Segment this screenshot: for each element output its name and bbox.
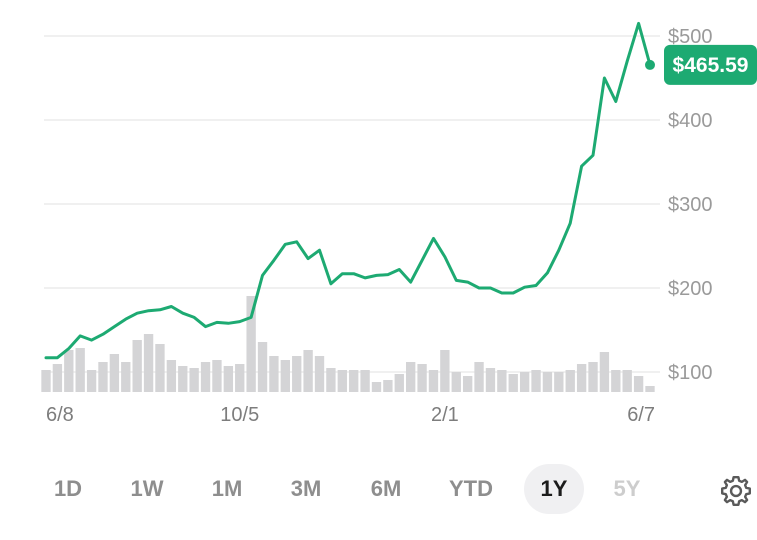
volume-bar	[166, 360, 177, 392]
volume-bar	[337, 370, 347, 392]
range-button-ytd[interactable]: YTD	[437, 464, 505, 514]
volume-bar	[41, 370, 51, 392]
volume-bar	[64, 350, 74, 392]
range-button-1m[interactable]: 1M	[197, 464, 257, 514]
volume-bar	[542, 372, 553, 392]
volume-bar	[155, 344, 165, 392]
range-button-3m[interactable]: 3M	[276, 464, 336, 514]
current-price-label: $465.59	[673, 54, 749, 77]
volume-bar	[257, 342, 268, 392]
volume-bar	[360, 370, 370, 392]
volume-bar	[588, 362, 598, 392]
volume-bar	[508, 374, 518, 392]
x-axis-label: 2/1	[431, 404, 459, 426]
range-button-1y[interactable]: 1Y	[524, 464, 584, 514]
volume-bar	[645, 386, 655, 392]
x-axis-labels: 6/8 10/5 2/1 6/7	[46, 404, 655, 426]
volume-bar	[371, 382, 382, 392]
price-line	[44, 21, 652, 360]
volume-bar	[406, 362, 416, 392]
range-button-6m[interactable]: 6M	[356, 464, 416, 514]
y-axis-label: $500	[668, 26, 713, 48]
volume-bar	[417, 364, 427, 392]
volume-bar	[246, 296, 256, 392]
volume-bar	[280, 360, 290, 392]
volume-bar	[599, 352, 610, 392]
gear-icon	[721, 476, 751, 506]
settings-button[interactable]	[718, 473, 754, 509]
volume-bar	[394, 374, 404, 392]
volume-bar	[531, 370, 541, 392]
range-button-1w[interactable]: 1W	[117, 464, 177, 514]
grid-lines	[44, 35, 660, 373]
range-button-1d[interactable]: 1D	[38, 464, 98, 514]
volume-bar	[349, 370, 359, 392]
volume-bar	[235, 364, 245, 392]
volume-bar	[326, 368, 336, 392]
range-button-5y[interactable]: 5Y	[597, 464, 657, 514]
volume-bar	[292, 356, 302, 392]
volume-bar	[109, 354, 120, 392]
volume-bar	[314, 356, 325, 392]
volume-bar	[451, 372, 461, 392]
volume-bar	[52, 364, 63, 392]
current-price-tag: $465.59	[664, 44, 757, 85]
volume-bar	[554, 372, 564, 392]
volume-bar	[269, 356, 279, 392]
volume-bars	[41, 296, 655, 392]
volume-bar	[622, 370, 632, 392]
volume-bar	[383, 380, 393, 392]
volume-bar	[303, 350, 313, 392]
volume-bar	[132, 340, 142, 392]
y-axis-label: $300	[668, 194, 713, 216]
volume-bar	[143, 334, 154, 392]
volume-bar	[200, 362, 211, 392]
volume-bar	[98, 362, 108, 392]
volume-bar	[75, 348, 85, 392]
volume-bar	[178, 366, 188, 392]
volume-bar	[189, 368, 199, 392]
volume-bar	[212, 360, 222, 392]
x-axis-label: 6/8	[46, 404, 74, 426]
volume-bar	[565, 370, 575, 392]
volume-bar	[86, 370, 97, 392]
volume-bar	[485, 368, 496, 392]
current-price-dot	[645, 59, 655, 70]
y-axis-label: $200	[668, 278, 713, 300]
volume-bar	[576, 364, 587, 392]
y-axis-labels: $500 $400 $300 $200 $100	[668, 26, 713, 384]
volume-bar	[462, 376, 473, 392]
volume-bar	[223, 366, 234, 392]
volume-bar	[519, 372, 530, 392]
volume-bar	[474, 362, 484, 392]
volume-bar	[633, 376, 644, 392]
volume-bar	[440, 350, 450, 392]
price-line-group	[44, 21, 655, 360]
volume-bar	[428, 370, 439, 392]
price-chart: $500 $400 $300 $200 $100 6/8 10/5 2/1 6/7 $465.…	[41, 21, 757, 426]
current-price-tag-background	[664, 44, 757, 85]
y-axis-label: $400	[668, 110, 713, 132]
time-range-selector: 1D 1W 1M 3M 6M YTD 1Y 5Y	[30, 460, 751, 518]
x-axis-label: 10/5	[220, 404, 259, 426]
y-axis-label: $100	[668, 362, 713, 384]
volume-bar	[497, 370, 507, 392]
volume-bar	[611, 370, 621, 392]
x-axis-label: 6/7	[627, 404, 655, 426]
volume-bar	[121, 362, 131, 392]
